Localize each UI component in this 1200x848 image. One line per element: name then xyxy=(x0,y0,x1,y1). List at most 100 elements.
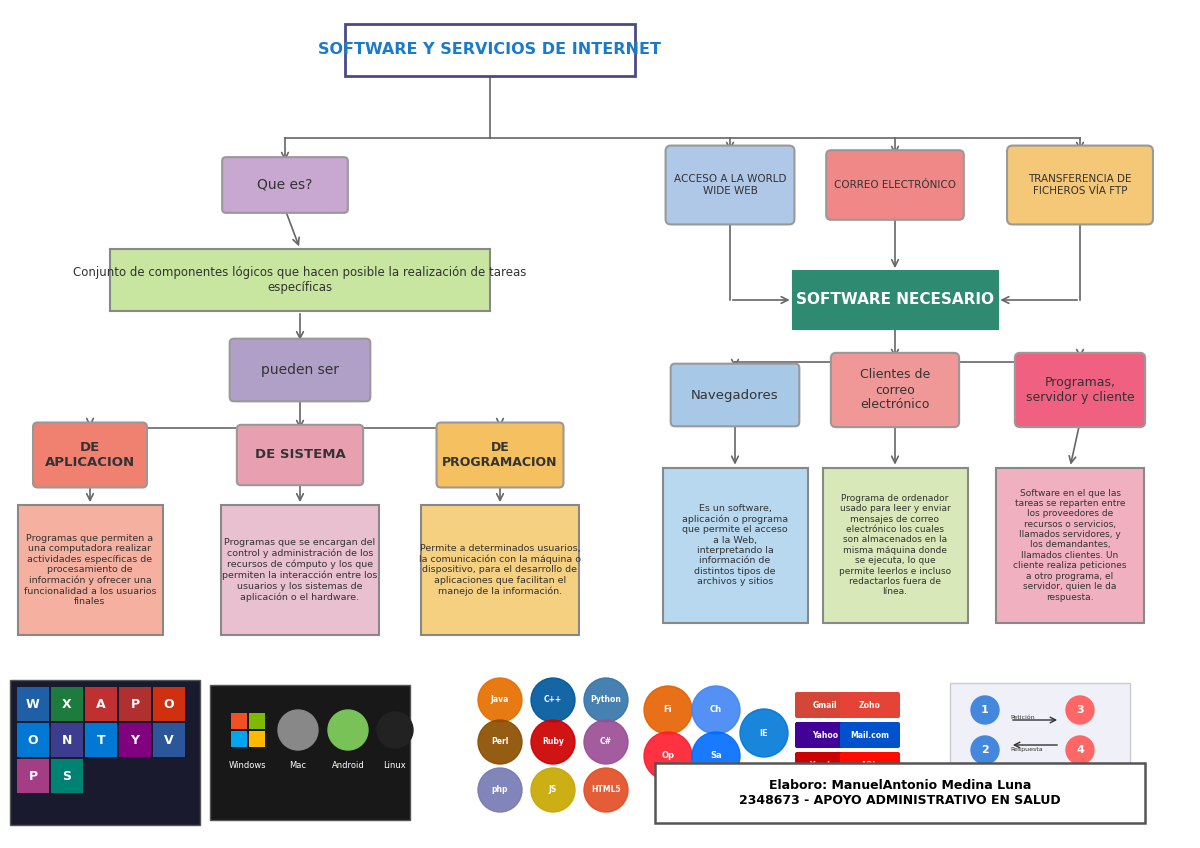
Circle shape xyxy=(478,678,522,722)
FancyBboxPatch shape xyxy=(50,759,83,793)
Text: Software en el que las
tareas se reparten entre
los proveedores de
recursos o se: Software en el que las tareas se reparte… xyxy=(1013,488,1127,601)
Text: Python: Python xyxy=(590,695,622,705)
Text: Android: Android xyxy=(331,761,365,769)
FancyBboxPatch shape xyxy=(230,713,247,729)
FancyBboxPatch shape xyxy=(85,723,118,757)
Text: O: O xyxy=(163,698,174,711)
FancyBboxPatch shape xyxy=(950,683,1130,803)
Text: Fi: Fi xyxy=(664,706,672,715)
Text: Mail.com: Mail.com xyxy=(851,730,889,739)
FancyBboxPatch shape xyxy=(996,467,1144,622)
FancyBboxPatch shape xyxy=(34,422,146,488)
Circle shape xyxy=(377,712,413,748)
Text: pueden ser: pueden ser xyxy=(262,363,340,377)
Text: DE
PROGRAMACION: DE PROGRAMACION xyxy=(443,441,558,469)
FancyBboxPatch shape xyxy=(796,692,854,718)
Circle shape xyxy=(478,768,522,812)
Text: IE: IE xyxy=(760,728,768,738)
Circle shape xyxy=(478,720,522,764)
FancyBboxPatch shape xyxy=(1015,353,1145,427)
Text: Gmail: Gmail xyxy=(812,700,838,710)
Text: Conjunto de componentes lógicos que hacen posible la realización de tareas
espec: Conjunto de componentes lógicos que hace… xyxy=(73,266,527,294)
Text: Y: Y xyxy=(131,734,139,746)
FancyBboxPatch shape xyxy=(154,723,185,757)
FancyBboxPatch shape xyxy=(792,271,997,329)
FancyBboxPatch shape xyxy=(662,467,808,622)
FancyBboxPatch shape xyxy=(840,692,900,718)
Circle shape xyxy=(530,678,575,722)
Text: Respuesta: Respuesta xyxy=(1010,747,1043,752)
Circle shape xyxy=(1066,736,1094,764)
FancyBboxPatch shape xyxy=(119,723,151,757)
FancyBboxPatch shape xyxy=(818,782,878,808)
Text: SOFTWARE NECESARIO: SOFTWARE NECESARIO xyxy=(796,293,994,308)
FancyBboxPatch shape xyxy=(50,687,83,721)
Circle shape xyxy=(530,768,575,812)
Circle shape xyxy=(584,678,628,722)
FancyBboxPatch shape xyxy=(230,731,247,747)
FancyBboxPatch shape xyxy=(10,680,200,825)
Circle shape xyxy=(692,686,740,734)
Text: 3: 3 xyxy=(1076,705,1084,715)
FancyBboxPatch shape xyxy=(221,505,379,635)
Circle shape xyxy=(692,732,740,780)
FancyBboxPatch shape xyxy=(421,505,580,635)
FancyBboxPatch shape xyxy=(18,505,162,635)
FancyBboxPatch shape xyxy=(250,731,265,747)
Text: P: P xyxy=(131,698,139,711)
Text: O: O xyxy=(28,734,38,746)
Text: Outlook: Outlook xyxy=(830,790,865,800)
Text: Yandex: Yandex xyxy=(810,761,840,769)
FancyBboxPatch shape xyxy=(85,687,118,721)
Text: Yahoo: Yahoo xyxy=(812,730,838,739)
FancyBboxPatch shape xyxy=(222,157,348,213)
Text: TRANSFERENCIA DE
FICHEROS VÍA FTP: TRANSFERENCIA DE FICHEROS VÍA FTP xyxy=(1028,174,1132,196)
FancyBboxPatch shape xyxy=(671,364,799,427)
FancyBboxPatch shape xyxy=(1007,146,1153,225)
Text: N: N xyxy=(62,734,72,746)
FancyBboxPatch shape xyxy=(50,723,83,757)
Text: Programa de ordenador
usado para leer y enviar
mensajes de correo
electrónico lo: Programa de ordenador usado para leer y … xyxy=(839,494,952,596)
Circle shape xyxy=(1066,696,1094,724)
FancyBboxPatch shape xyxy=(346,24,635,76)
FancyBboxPatch shape xyxy=(17,687,49,721)
Text: HTML5: HTML5 xyxy=(592,785,620,795)
Circle shape xyxy=(328,710,368,750)
Circle shape xyxy=(278,710,318,750)
FancyBboxPatch shape xyxy=(830,353,959,427)
Text: Es un software,
aplicación o programa
que permite el acceso
a la Web,
interpreta: Es un software, aplicación o programa qu… xyxy=(682,504,788,586)
Text: Op: Op xyxy=(661,751,674,761)
Text: DE
APLICACION: DE APLICACION xyxy=(44,441,136,469)
FancyBboxPatch shape xyxy=(229,338,371,401)
Text: Sa: Sa xyxy=(710,751,722,761)
FancyBboxPatch shape xyxy=(110,249,490,311)
Text: P: P xyxy=(29,769,37,783)
Circle shape xyxy=(740,709,788,757)
Text: Navegadores: Navegadores xyxy=(691,388,779,401)
FancyBboxPatch shape xyxy=(437,422,564,488)
Text: Que es?: Que es? xyxy=(257,178,313,192)
FancyBboxPatch shape xyxy=(666,146,794,225)
FancyBboxPatch shape xyxy=(840,752,900,778)
Text: Mac: Mac xyxy=(289,761,306,769)
FancyBboxPatch shape xyxy=(796,752,854,778)
Text: V: V xyxy=(164,734,174,746)
FancyBboxPatch shape xyxy=(655,763,1145,823)
FancyBboxPatch shape xyxy=(154,687,185,721)
Text: X: X xyxy=(62,698,72,711)
Text: Permite a determinados usuarios,
la comunicación con la máquina o
dispositivo, p: Permite a determinados usuarios, la comu… xyxy=(419,544,581,596)
Text: php: php xyxy=(492,785,509,795)
FancyBboxPatch shape xyxy=(796,722,854,748)
Text: Clientes de
correo
electrónico: Clientes de correo electrónico xyxy=(860,369,930,411)
FancyBboxPatch shape xyxy=(17,723,49,757)
Text: Petición: Petición xyxy=(1010,715,1034,720)
Text: SOFTWARE Y SERVICIOS DE INTERNET: SOFTWARE Y SERVICIOS DE INTERNET xyxy=(318,42,661,58)
FancyBboxPatch shape xyxy=(822,467,967,622)
FancyBboxPatch shape xyxy=(840,722,900,748)
Text: JS: JS xyxy=(548,785,557,795)
FancyBboxPatch shape xyxy=(250,713,265,729)
Text: Programas que permiten a
una computadora realizar
actividades específicas de
pro: Programas que permiten a una computadora… xyxy=(24,534,156,606)
Text: C++: C++ xyxy=(544,695,562,705)
Text: DE SISTEMA: DE SISTEMA xyxy=(254,449,346,461)
Text: Linux: Linux xyxy=(384,761,407,769)
